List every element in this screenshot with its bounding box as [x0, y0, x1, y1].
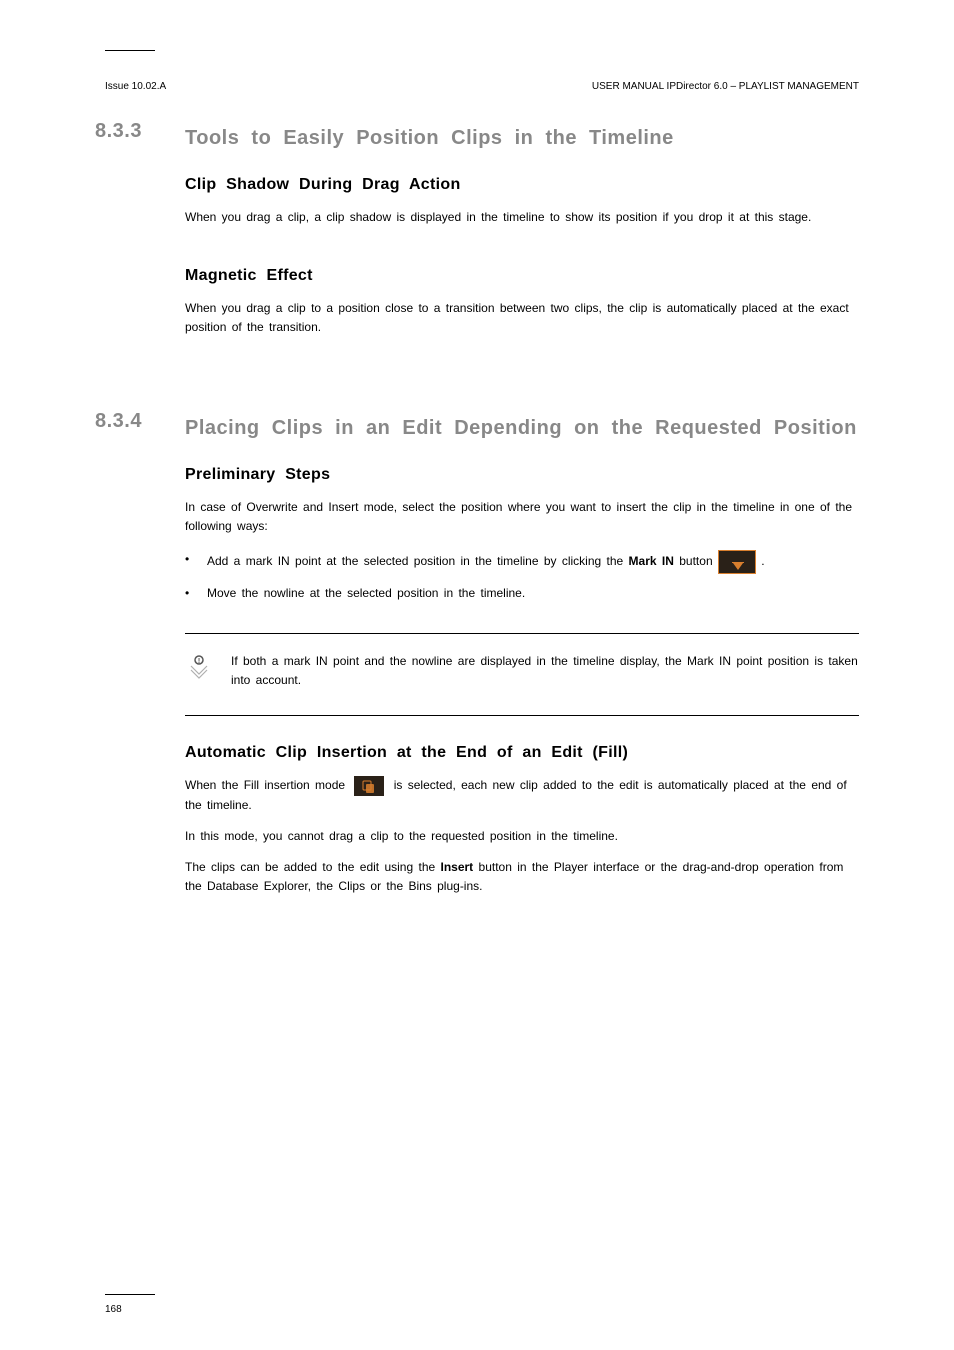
note-icon: ! — [185, 652, 213, 680]
section-title-834: Placing Clips in an Edit Depending on th… — [185, 410, 857, 446]
subheading-magnetic: Magnetic Effect — [185, 267, 859, 285]
subheading-preliminary: Preliminary Steps — [185, 466, 859, 484]
body-preliminary-intro: In case of Overwrite and Insert mode, se… — [185, 498, 859, 536]
fill-p1a: When the Fill insertion mode — [185, 778, 350, 792]
page-number: 168 — [105, 1304, 122, 1315]
li1-p4: . — [761, 554, 764, 568]
body-fill-p1: When the Fill insertion mode is selected… — [185, 776, 859, 815]
section-833: 8.3.3 Tools to Easily Position Clips in … — [95, 120, 859, 156]
section-number-834: 8.3.4 — [95, 410, 185, 433]
body-clip-shadow: When you drag a clip, a clip shadow is d… — [185, 208, 859, 227]
body-magnetic: When you drag a clip to a position close… — [185, 299, 859, 337]
svg-text:!: ! — [198, 658, 200, 665]
li1-p3: button — [679, 554, 718, 568]
subheading-clip-shadow: Clip Shadow During Drag Action — [185, 176, 859, 194]
section-title-833: Tools to Easily Position Clips in the Ti… — [185, 120, 674, 156]
fill-p3a: The clips can be added to the edit using… — [185, 860, 441, 874]
fill-p3b: Insert — [441, 860, 474, 874]
top-rule — [105, 50, 155, 51]
bottom-rule — [105, 1294, 155, 1295]
section-number-833: 8.3.3 — [95, 120, 185, 143]
subheading-auto-insert: Automatic Clip Insertion at the End of a… — [185, 744, 859, 762]
body-fill-p3: The clips can be added to the edit using… — [185, 858, 859, 896]
li1-p1: Add a mark IN point at the selected posi… — [207, 554, 629, 568]
body-fill-p2: In this mode, you cannot drag a clip to … — [185, 827, 859, 846]
doc-title: USER MANUAL IPDirector 6.0 – PLAYLIST MA… — [592, 81, 859, 92]
list-item-mark-in: • Add a mark IN point at the selected po… — [185, 550, 859, 574]
note-text: If both a mark IN point and the nowline … — [231, 652, 859, 690]
list-item-nowline: • Move the nowline at the selected posit… — [185, 584, 859, 603]
fill-mode-icon — [354, 776, 384, 796]
note-box: ! If both a mark IN point and the nowlin… — [185, 633, 859, 715]
mark-in-icon — [718, 550, 756, 574]
li2-text: Move the nowline at the selected positio… — [207, 584, 525, 603]
li1-p2: Mark IN — [629, 554, 674, 568]
issue-label: Issue 10.02.A — [105, 81, 166, 92]
section-834: 8.3.4 Placing Clips in an Edit Depending… — [95, 410, 859, 446]
